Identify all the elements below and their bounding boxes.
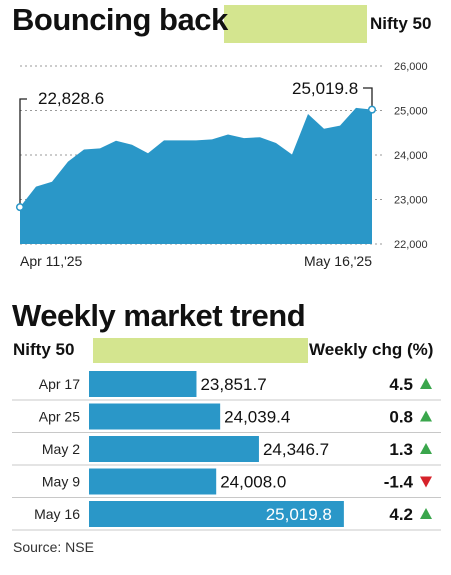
header-highlight xyxy=(93,338,308,363)
value-bar xyxy=(89,403,221,430)
row-date: May 16 xyxy=(34,506,80,522)
value-label: 25,019.8 xyxy=(266,505,332,524)
change-value: 0.8 xyxy=(389,408,413,427)
value-label: 24,008.0 xyxy=(220,473,286,492)
title-highlight xyxy=(224,5,367,43)
weekly-change-header: Weekly chg (%) xyxy=(309,340,434,359)
value-bar xyxy=(89,371,197,397)
down-arrow-icon xyxy=(420,476,432,488)
area-chart: 22,000 23,000 24,000 25,000 26,000 22,828.6 25… xyxy=(15,61,428,269)
end-point xyxy=(367,105,377,114)
x-end-label: May 16,'25 xyxy=(304,253,372,269)
end-leader-line xyxy=(363,87,373,110)
up-arrow-icon xyxy=(420,443,432,454)
x-start-label: Apr 11,'25 xyxy=(20,253,83,269)
y-tick-label: 24,000 xyxy=(394,150,428,162)
bar-index-label: Nifty 50 xyxy=(13,340,75,359)
change-value: 4.5 xyxy=(389,375,413,394)
change-value: -1.4 xyxy=(384,473,414,492)
start-point xyxy=(15,203,25,212)
y-tick-label: 25,000 xyxy=(394,106,428,118)
index-label: Nifty 50 xyxy=(370,14,432,33)
end-value-label: 25,019.8 xyxy=(292,79,358,98)
y-tick-label: 26,000 xyxy=(394,61,428,73)
up-arrow-icon xyxy=(420,508,432,519)
source-note: Source: NSE xyxy=(13,539,94,555)
value-label: 23,851.7 xyxy=(200,375,266,394)
row-date: Apr 17 xyxy=(39,376,80,392)
y-tick-label: 23,000 xyxy=(394,195,428,207)
up-arrow-icon xyxy=(420,378,432,389)
value-bar xyxy=(89,501,344,527)
value-label: 24,039.4 xyxy=(224,408,290,427)
row-date: May 9 xyxy=(42,474,80,490)
row-date: May 2 xyxy=(42,441,80,457)
y-tick-label: 22,000 xyxy=(394,239,428,251)
start-value-label: 22,828.6 xyxy=(38,89,104,108)
up-arrow-icon xyxy=(420,410,432,422)
area-series xyxy=(20,107,372,244)
change-value: 1.3 xyxy=(389,440,413,459)
row-date: Apr 25 xyxy=(39,409,80,425)
value-bar xyxy=(89,436,259,462)
bar-chart-title: Weekly market trend xyxy=(12,298,306,333)
value-label: 24,346.7 xyxy=(263,440,329,459)
value-bar xyxy=(89,468,217,495)
change-value: 4.2 xyxy=(389,505,413,524)
start-leader-line xyxy=(19,98,27,208)
chart-title: Bouncing back xyxy=(12,2,228,37)
